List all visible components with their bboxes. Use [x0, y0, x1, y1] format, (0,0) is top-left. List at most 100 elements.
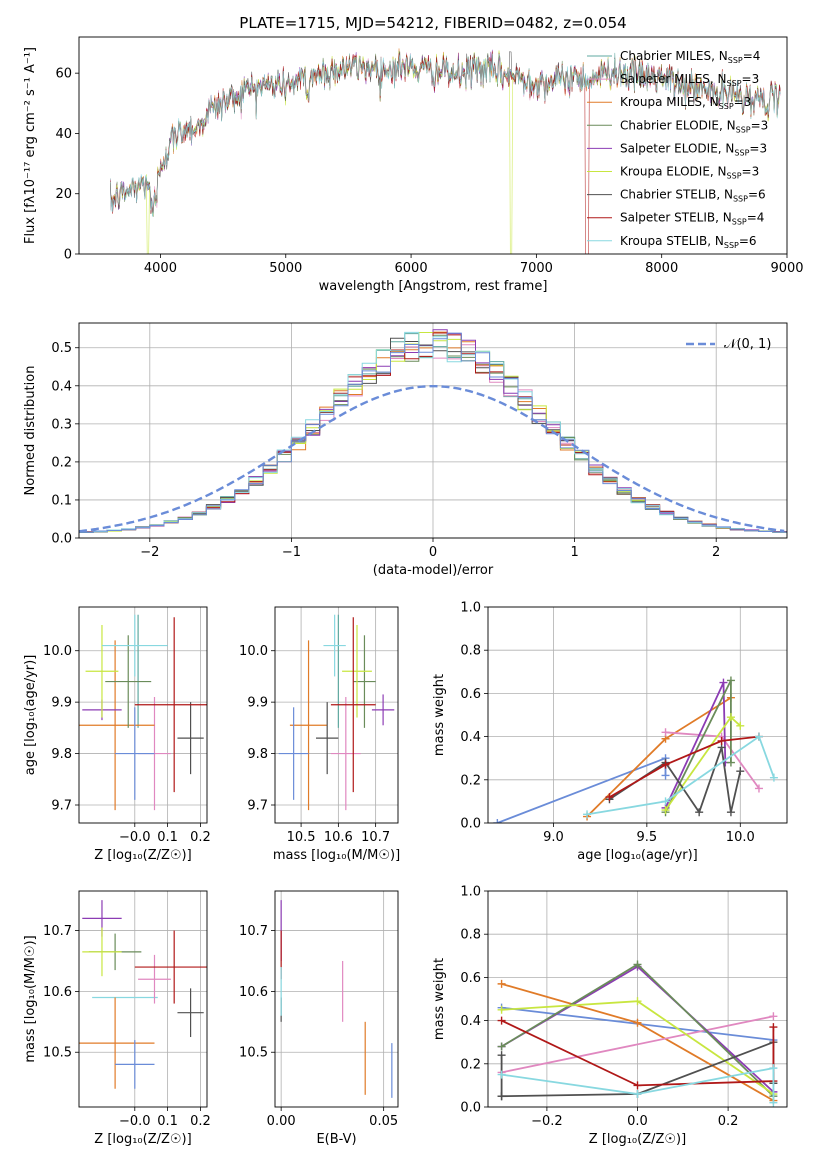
y-tick-label: 10.7: [43, 924, 72, 939]
x-tick-label: 9.5: [637, 830, 658, 845]
y-tick-label: 0.5: [51, 341, 72, 356]
legend-entry: Salpeter MILES, NSSP=3: [620, 72, 759, 88]
y-axis-label: mass [log₁₀(M/M☉)]: [23, 935, 38, 1062]
axes-frame: [78, 322, 788, 539]
marker-kroupa_stelib: [769, 1064, 778, 1073]
marker-salpeter_stelib: [769, 1023, 778, 1032]
legend-name: Kroupa ELODIE, N: [620, 165, 727, 179]
y-tick-label: 10.7: [239, 924, 268, 939]
y-tick-label: 1.0: [460, 885, 481, 900]
y-tick-label: 0.2: [460, 1057, 481, 1072]
legend-sub: SSP: [734, 148, 749, 157]
legend-entry: Chabrier ELODIE, NSSP=3: [620, 118, 768, 134]
x-tick-label: −0.0: [119, 1114, 151, 1129]
series-line-chabrier_stelib: [609, 747, 742, 815]
legend-suffix: =3: [734, 95, 752, 109]
marker-salpeter_miles: [769, 1012, 778, 1021]
y-tick-label: 9.7: [247, 799, 268, 814]
axes-frame: [78, 606, 208, 824]
axes-z_mass: −0.0 0.1 0.2 10.5 10.6 10.7 Z [log₁₀(Z/Z☉)] mas…: [23, 890, 211, 1147]
histograms: [79, 329, 787, 534]
spectrum-lines: [110, 48, 781, 254]
axes-frame: [78, 890, 208, 1108]
y-tick-label: 0.6: [460, 971, 481, 986]
marker-kroupa_stelib: [633, 1090, 642, 1099]
legend-sub: SSP: [732, 218, 747, 227]
axes-z_age: −0.0 0.1 0.2 9.7 9.8 9.9 10.0 Z [log₁₀(Z/Z☉)] ag…: [23, 606, 211, 863]
y-tick-label: 0.3: [51, 417, 72, 432]
marker-salpeter_stelib: [633, 1081, 642, 1090]
points-ebv_mass: [280, 900, 393, 1098]
y-tick-label: 0.8: [460, 928, 481, 943]
legend-sub: SSP: [728, 56, 743, 65]
y-tick-label: 0.2: [51, 455, 72, 470]
axes-residuals: −2 −1 0 1 2 0.0 0.1 0.2 0.3 0.4 0.5 (data-model)/er…: [23, 322, 788, 578]
marker-chabrier_elodie: [497, 1042, 506, 1051]
marker-salpeter_miles: [754, 784, 763, 793]
marker-kroupa_elodie: [726, 713, 735, 722]
y-tick-label: 40: [55, 127, 72, 142]
marker-kroupa_stelib: [583, 810, 592, 819]
x-tick-label: 0.2: [190, 1114, 211, 1129]
marker-salpeter_stelib: [605, 793, 614, 802]
x-tick-label: 10.7: [361, 830, 390, 845]
legend-suffix: =3: [749, 141, 767, 155]
marker-kroupa_elodie: [633, 997, 642, 1006]
x-tick-label: 4000: [144, 261, 177, 276]
x-tick-label: −2: [140, 545, 159, 560]
x-tick-label: 9000: [770, 261, 803, 276]
y-tick-label: 10.6: [43, 985, 72, 1000]
legend-entry: Kroupa ELODIE, NSSP=3: [620, 165, 759, 181]
x-tick-label: 0.00: [267, 1114, 296, 1129]
marker-kroupa_stelib: [769, 1098, 778, 1107]
marker-salpeter_stelib: [661, 760, 670, 769]
x-tick-label: 8000: [645, 261, 678, 276]
y-tick-label: 10.0: [43, 644, 72, 659]
x-tick-label: −0.0: [119, 830, 151, 845]
legend-suffix: =3: [742, 165, 760, 179]
legend-name: Kroupa STELIB, N: [620, 234, 724, 248]
y-tick-label: 0.2: [460, 773, 481, 788]
x-axis-label: age [log₁₀(age/yr)]: [577, 848, 698, 863]
y-tick-label: 10.5: [43, 1046, 72, 1061]
x-tick-label: 10.0: [726, 830, 755, 845]
y-tick-label: 0.6: [460, 687, 481, 702]
x-tick-label: 10.5: [287, 830, 316, 845]
legend-name: Kroupa MILES, N: [620, 95, 719, 109]
histogram-blue: [79, 332, 787, 534]
marker-chabrier_stelib: [497, 1092, 506, 1101]
marker-kroupa_stelib: [497, 1070, 506, 1079]
y-tick-label: 0.1: [51, 493, 72, 508]
legend-entry: Kroupa STELIB, NSSP=6: [620, 234, 757, 250]
legend-entry: Kroupa MILES, NSSP=3: [620, 95, 751, 111]
y-tick-label: 10.0: [239, 644, 268, 659]
marker-chabrier_stelib: [497, 1051, 506, 1060]
marker-kroupa_elodie: [497, 1005, 506, 1014]
axes-z_weight: −0.2 0.0 0.2 0.0 0.2 0.4 0.6 0.8 1.0 Z [log₁₀(Z/Z…: [432, 885, 788, 1147]
chart-title: PLATE=1715, MJD=54212, FIBERID=0482, z=0…: [239, 14, 626, 32]
axes-age_weight: 9.0 9.5 10.0 0.0 0.2 0.4 0.6 0.8 1.0 age [log₁₀(a…: [432, 601, 788, 863]
x-tick-label: 9.0: [543, 830, 564, 845]
axes-ebv_mass: 0.00 0.05 10.5 10.6 10.7 E(B-V): [239, 890, 399, 1147]
marker-kroupa_elodie: [736, 721, 745, 730]
marker-kroupa_elodie: [661, 806, 670, 815]
series-line-kroupa_stelib: [586, 735, 775, 816]
legend-name: Salpeter STELIB, N: [620, 211, 732, 225]
legend-sub: SSP: [727, 172, 742, 181]
points-mass_age: [278, 614, 395, 811]
marker-salpeter_stelib: [497, 1016, 506, 1025]
y-tick-label: 9.9: [247, 696, 268, 711]
y-axis-label: Flux [fλ10⁻¹⁷ erg cm⁻² s⁻¹ A⁻¹]: [23, 47, 38, 244]
y-tick-label: 0.4: [460, 730, 481, 745]
series-line-salpeter_stelib: [609, 735, 760, 798]
legend-suffix: =6: [748, 188, 766, 202]
marker-chabrier_elodie: [726, 676, 735, 685]
marker-salpeter_stelib: [717, 736, 726, 745]
y-tick-label: 0.0: [51, 532, 72, 547]
x-axis-label: (data-model)/error: [373, 563, 494, 578]
x-tick-label: 2: [712, 545, 720, 560]
legend-sub: SSP: [719, 102, 734, 111]
points-z_age: [79, 614, 207, 811]
lines-z_weight: [497, 960, 778, 1107]
